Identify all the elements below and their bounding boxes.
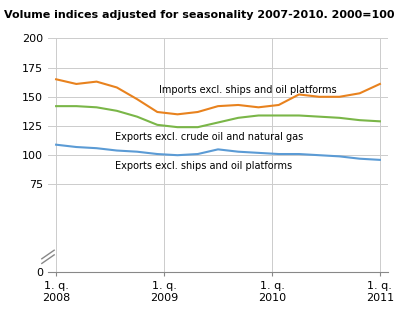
Text: Exports excl. ships and oil platforms: Exports excl. ships and oil platforms xyxy=(116,161,292,171)
Text: Exports excl. crude oil and natural gas: Exports excl. crude oil and natural gas xyxy=(116,132,304,142)
Text: Imports excl. ships and oil platforms: Imports excl. ships and oil platforms xyxy=(159,85,336,95)
Text: Volume indices adjusted for seasonality 2007-2010. 2000=100: Volume indices adjusted for seasonality … xyxy=(4,10,394,20)
